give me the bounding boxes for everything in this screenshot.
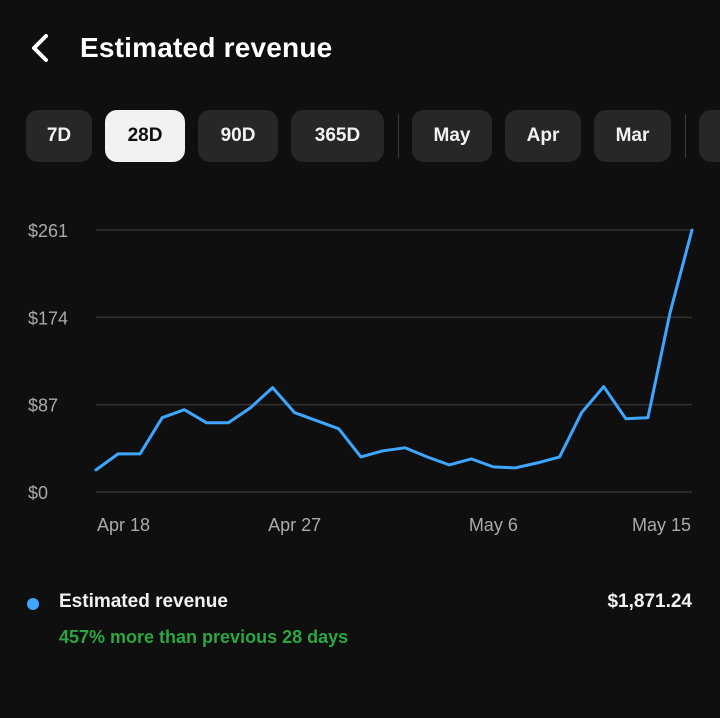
chip-apr[interactable]: Apr — [505, 110, 581, 162]
y-tick-label: $87 — [28, 396, 58, 416]
x-tick-label: Apr 27 — [268, 515, 321, 535]
chip-divider-2 — [685, 114, 686, 158]
x-tick-label: Apr 18 — [97, 515, 150, 535]
chip-may[interactable]: May — [412, 110, 492, 162]
back-button[interactable] — [18, 26, 62, 70]
x-tick-label: May 15 — [632, 515, 691, 535]
page-title: Estimated revenue — [80, 32, 333, 63]
comparison-text: 457% more than previous 28 days — [59, 627, 349, 647]
legend-total-value: $1,871.24 — [607, 591, 692, 612]
app-header: Estimated revenue — [0, 0, 720, 96]
legend-label: Estimated revenue — [59, 591, 228, 612]
chip-overflow[interactable] — [699, 110, 720, 162]
line-chart: $261 $174 $87 $0 Apr 18 Apr 27 May 6 May 15 — [28, 221, 694, 535]
y-tick-label: $174 — [28, 308, 68, 328]
chip-mar[interactable]: Mar — [594, 110, 671, 162]
legend-dot — [27, 598, 39, 610]
x-tick-label: May 6 — [469, 515, 518, 535]
chip-28d[interactable]: 28D — [105, 110, 185, 162]
y-tick-label: $0 — [28, 483, 48, 503]
chip-divider — [398, 114, 399, 158]
chart-legend: Estimated revenue $1,871.24 457% more th… — [0, 585, 720, 665]
back-arrow-icon — [32, 34, 48, 62]
y-tick-label: $261 — [28, 221, 68, 241]
revenue-chart: $261 $174 $87 $0 Apr 18 Apr 27 May 6 May 15 — [0, 200, 720, 550]
date-range-chips: 7D 28D 90D 365D May Apr Mar — [0, 110, 720, 164]
series-line-estimated-revenue — [94, 228, 694, 472]
chip-7d[interactable]: 7D — [26, 110, 92, 162]
chip-90d[interactable]: 90D — [198, 110, 278, 162]
chip-365d[interactable]: 365D — [291, 110, 384, 162]
